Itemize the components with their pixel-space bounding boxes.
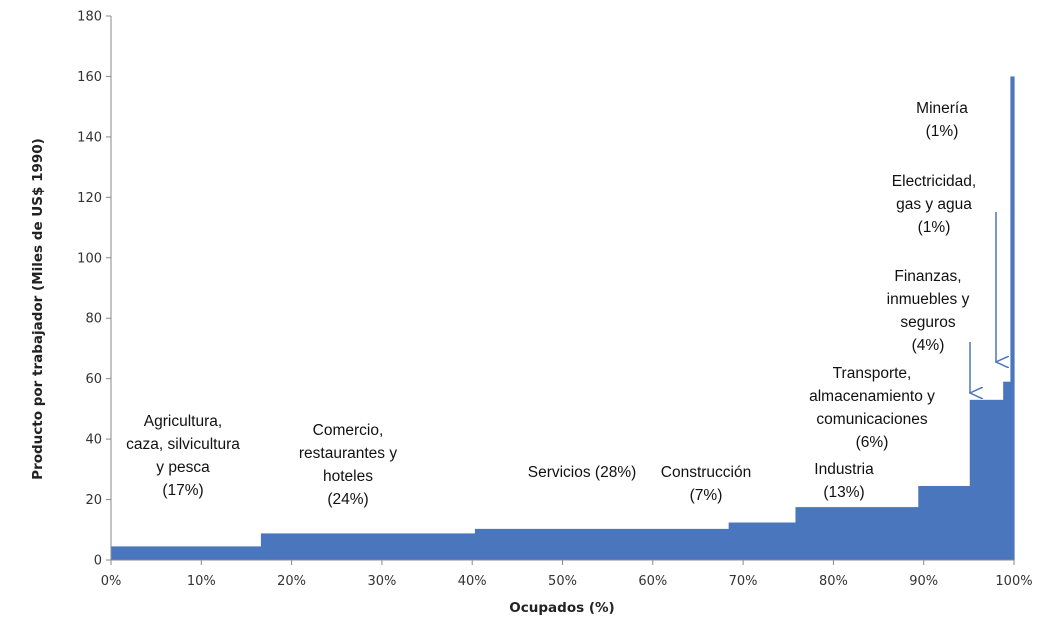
sector-bar-8	[1010, 76, 1015, 560]
sector-bar-3	[728, 522, 797, 560]
sector-bar-4	[795, 507, 919, 560]
y-tick-label: 20	[85, 493, 102, 508]
sector-bar-5	[918, 485, 971, 560]
x-tick-label: 30%	[367, 574, 396, 589]
x-tick-label: 10%	[187, 574, 216, 589]
arrows-layer	[970, 212, 996, 393]
annotation-line: Industria	[814, 461, 874, 478]
annotation-line: (17%)	[162, 482, 203, 499]
annotation-line: Agricultura,	[144, 413, 222, 430]
sector-annotation-7: Electricidad, gas y agua (1%)	[892, 173, 976, 236]
annotation-line: comunicaciones	[816, 411, 927, 428]
ticks-layer: 0 20 40 60 80 100 120 140 160 180 0% 10% 20% 30% 40% 50…	[77, 10, 1032, 590]
x-tick-label: 0%	[101, 574, 122, 589]
x-tick-label: 40%	[458, 574, 487, 589]
annotation-line: gas y agua	[896, 196, 972, 213]
annotation-line: (4%)	[912, 337, 945, 354]
sector-annotation-5: Transporte, almacenamiento y comunicacione…	[809, 365, 935, 451]
annotation-line: hoteles	[323, 468, 373, 485]
sector-bar-1	[260, 533, 476, 560]
annotation-line: seguros	[900, 314, 955, 331]
annotation-line: (7%)	[690, 487, 723, 504]
annotation-line: Servicios (28%)	[528, 464, 637, 481]
y-tick-label: 80	[85, 312, 102, 327]
annotation-line: (6%)	[856, 434, 889, 451]
annotation-line: (1%)	[918, 219, 951, 236]
annotation-line: (13%)	[823, 484, 864, 501]
annotation-line: restaurantes y	[299, 445, 397, 462]
sector-annotation-4: Industria (13%)	[814, 461, 874, 501]
y-tick-label: 40	[85, 433, 102, 448]
x-tick-label: 90%	[909, 574, 938, 589]
y-tick-label: 140	[77, 130, 102, 145]
annotation-line: Transporte,	[833, 365, 912, 382]
y-tick-label: 60	[85, 372, 102, 387]
y-tick-label: 160	[77, 70, 102, 85]
annotation-line: Construcción	[661, 464, 751, 481]
x-tick-label: 70%	[729, 574, 758, 589]
annotation-line: Electricidad,	[892, 173, 976, 190]
x-tick-label: 100%	[995, 574, 1032, 589]
y-tick-label: 0	[94, 554, 102, 569]
sector-bar-6	[969, 399, 1004, 560]
annotation-line: Finanzas,	[894, 268, 961, 285]
sector-bar-7	[1003, 381, 1011, 560]
y-tick-label: 100	[77, 251, 102, 266]
sector-annotation-8: Minería (1%)	[916, 100, 968, 140]
sector-annotation-3: Construcción (7%)	[661, 464, 751, 504]
sector-annotation-0: Agricultura, caza, silvicultura y pesca (17…	[126, 413, 240, 499]
annotation-line: Comercio,	[313, 422, 384, 439]
x-axis-label: Ocupados (%)	[509, 600, 614, 616]
sector-annotation-1: Comercio, restaurantes y hoteles (24%)	[299, 422, 397, 508]
annotation-line: (24%)	[327, 491, 368, 508]
annotations-layer: Agricultura, caza, silvicultura y pesca (17…	[126, 100, 976, 508]
x-tick-label: 80%	[819, 574, 848, 589]
annotation-line: (1%)	[926, 123, 959, 140]
y-tick-label: 180	[77, 10, 102, 25]
sector-bar-2	[474, 528, 730, 560]
x-tick-label: 50%	[548, 574, 577, 589]
x-tick-label: 60%	[638, 574, 667, 589]
y-tick-label: 120	[77, 191, 102, 206]
annotation-line: Minería	[916, 100, 968, 117]
annotation-line: almacenamiento y	[809, 388, 935, 405]
y-axis-label: Producto por trabajador (Miles de US$ 19…	[30, 138, 46, 480]
annotation-line: caza, silvicultura	[126, 436, 240, 453]
sector-bar-0	[111, 546, 262, 560]
sector-annotation-2: Servicios (28%)	[528, 464, 637, 481]
annotation-line: inmuebles y	[887, 291, 970, 308]
sector-annotation-6: Finanzas, inmuebles y seguros (4%)	[887, 268, 970, 354]
x-tick-label: 20%	[277, 574, 306, 589]
annotation-line: y pesca	[156, 459, 210, 476]
bars-layer	[111, 76, 1015, 560]
